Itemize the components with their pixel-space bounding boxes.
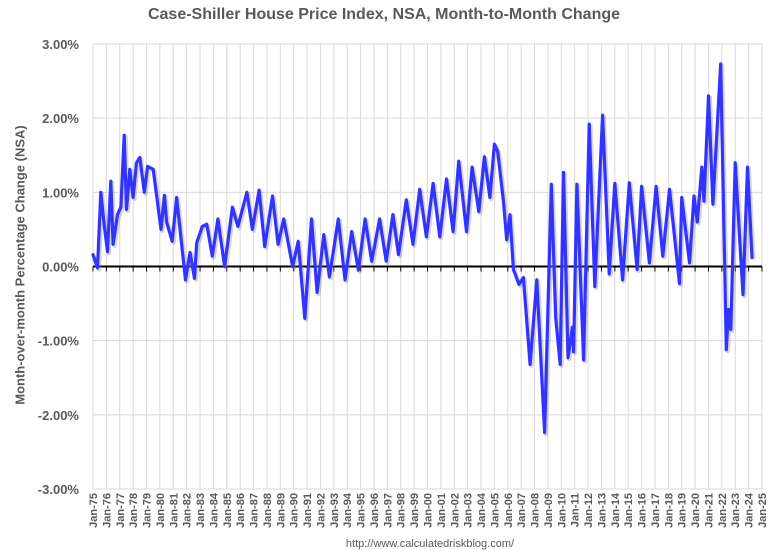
- x-tick-label: Jan-81: [168, 493, 180, 528]
- x-tick-label: Jan-98: [396, 493, 408, 528]
- x-tick-label: Jan-82: [182, 493, 194, 528]
- x-tick-label: Jan-08: [530, 493, 542, 528]
- x-tick-label: Jan-87: [249, 493, 261, 528]
- y-tick-label: -2.00%: [38, 408, 80, 423]
- y-tick-label: 3.00%: [42, 37, 79, 52]
- x-tick-label: Jan-91: [302, 493, 314, 528]
- x-tick-label: Jan-13: [596, 493, 608, 528]
- x-tick-label: Jan-10: [556, 493, 568, 528]
- y-tick-label: -3.00%: [38, 482, 80, 497]
- x-tick-label: Jan-85: [222, 493, 234, 528]
- x-tick-label: Jan-25: [757, 493, 768, 528]
- x-tick-label: Jan-20: [690, 493, 702, 528]
- x-tick-label: Jan-12: [583, 493, 595, 528]
- x-tick-label: Jan-77: [115, 493, 127, 528]
- x-tick-label: Jan-88: [262, 493, 274, 528]
- x-tick-label: Jan-17: [650, 493, 662, 528]
- x-tick-label: Jan-90: [289, 493, 301, 528]
- x-tick-label: Jan-21: [703, 493, 715, 528]
- x-tick-label: Jan-07: [516, 493, 528, 528]
- y-tick-label: 0.00%: [42, 260, 79, 275]
- x-tick-label: Jan-94: [342, 492, 354, 528]
- x-tick-label: Jan-92: [315, 493, 327, 528]
- x-tick-label: Jan-22: [717, 493, 729, 528]
- x-tick-label: Jan-01: [436, 493, 448, 528]
- x-tick-label: Jan-78: [128, 493, 140, 528]
- x-tick-label: Jan-93: [329, 493, 341, 528]
- chart-title: Case-Shiller House Price Index, NSA, Mon…: [147, 6, 621, 23]
- source-url: http://www.calculatedriskblog.com/: [345, 538, 515, 550]
- x-tick-label: Jan-76: [101, 493, 113, 528]
- x-tick-label: Jan-05: [489, 493, 501, 528]
- x-tick-label: Jan-97: [382, 493, 394, 528]
- x-tick-label: Jan-75: [88, 493, 100, 528]
- x-tick-label: Jan-09: [543, 493, 555, 528]
- x-tick-label: Jan-86: [235, 493, 247, 528]
- x-tick-label: Jan-84: [208, 492, 220, 528]
- x-tick-label: Jan-99: [409, 493, 421, 528]
- y-tick-label: 1.00%: [42, 185, 79, 200]
- x-tick-label: Jan-96: [369, 493, 381, 528]
- y-tick-label: 2.00%: [42, 111, 79, 126]
- x-tick-label: Jan-11: [570, 493, 582, 527]
- x-tick-label: Jan-06: [503, 493, 515, 528]
- x-tick-label: Jan-15: [623, 493, 635, 528]
- x-tick-label: Jan-18: [663, 493, 675, 528]
- x-tick-label: Jan-16: [637, 493, 649, 528]
- x-tick-label: Jan-95: [356, 493, 368, 528]
- x-tick-label: Jan-79: [142, 493, 154, 528]
- y-tick-label: -1.00%: [38, 334, 80, 349]
- series-line: [91, 62, 754, 435]
- x-tick-label: Jan-00: [423, 493, 435, 528]
- x-tick-label: Jan-04: [476, 492, 488, 528]
- x-tick-label: Jan-89: [275, 493, 287, 528]
- x-tick-label: Jan-19: [677, 493, 689, 528]
- x-tick-label: Jan-14: [610, 492, 622, 528]
- x-tick-label: Jan-02: [449, 493, 461, 528]
- x-tick-label: Jan-24: [744, 492, 756, 528]
- x-tick-label: Jan-03: [463, 493, 475, 528]
- x-tick-label: Jan-80: [155, 493, 167, 528]
- x-tick-label: Jan-83: [195, 493, 207, 528]
- x-tick-label: Jan-23: [730, 493, 742, 528]
